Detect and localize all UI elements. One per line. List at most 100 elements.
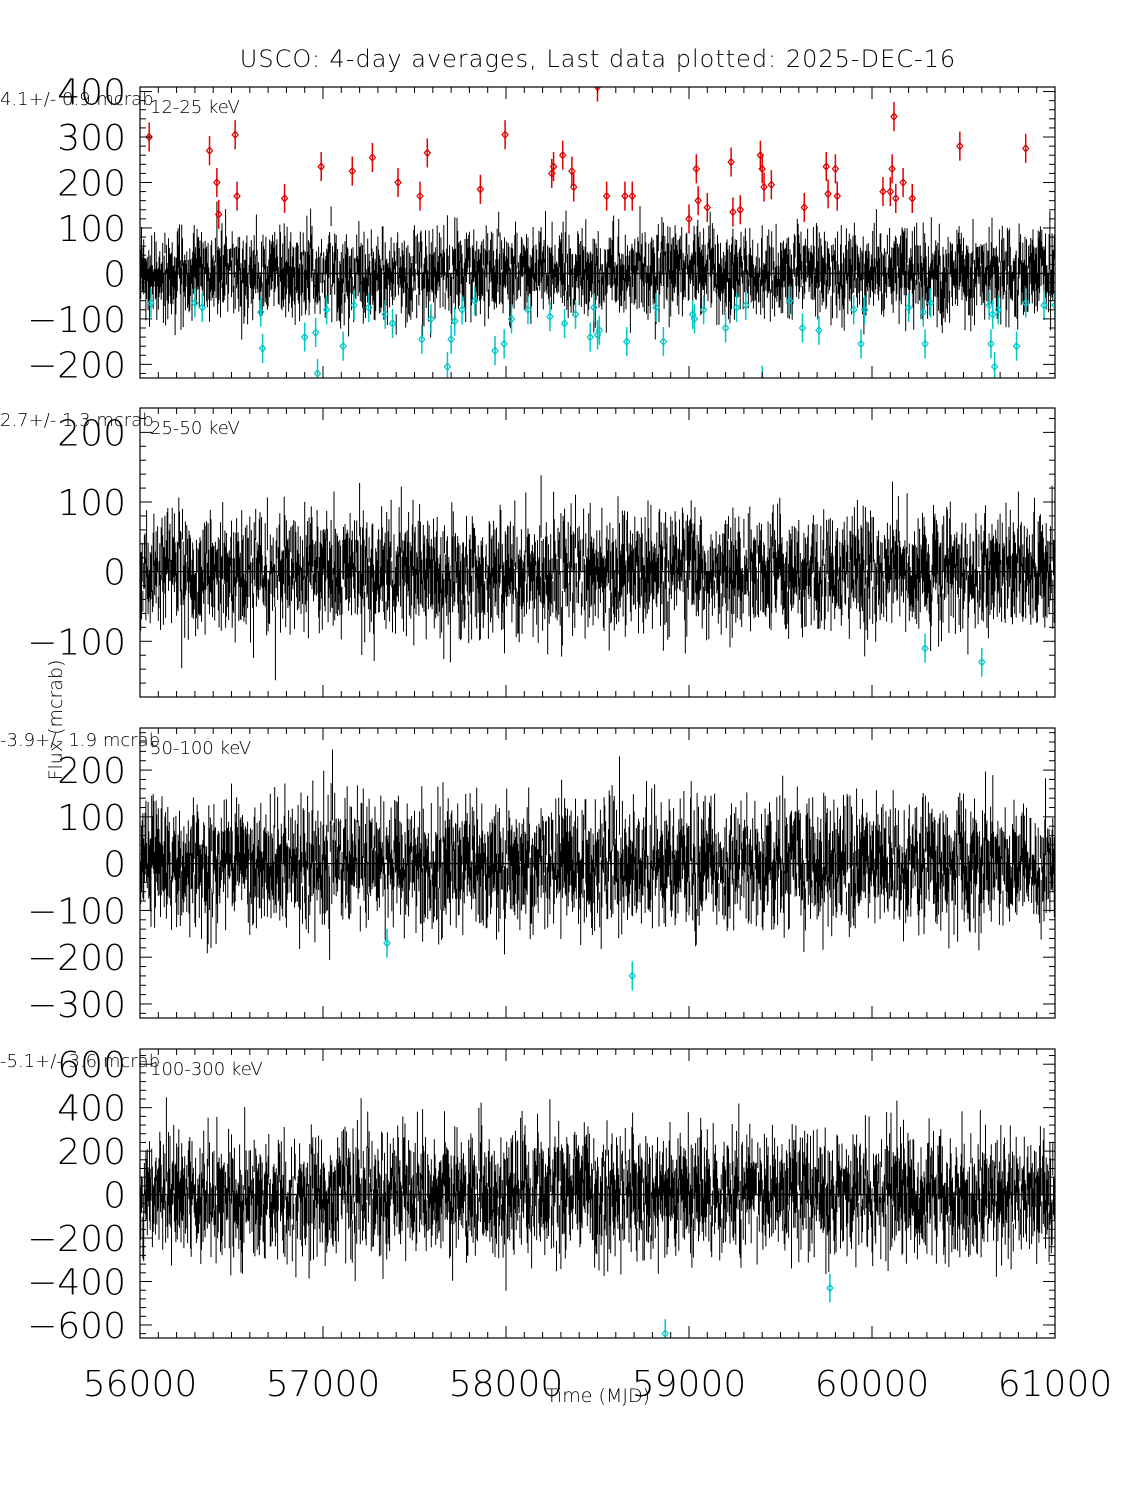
data-error-bars [140, 1097, 1055, 1291]
low-outlier-marker [491, 346, 499, 356]
band-label: 50-100 keV [150, 738, 251, 759]
high-outlier-marker [145, 132, 153, 142]
low-outlier-point-18 [447, 324, 455, 354]
high-outlier-point-39 [831, 154, 840, 184]
low-outlier-point-30 [590, 292, 598, 323]
low-outlier-point-14 [388, 308, 397, 338]
low-outlier-point-20 [458, 295, 466, 325]
chart-title: USCO: 4-day averages, Last data plotted:… [240, 45, 956, 73]
low-outlier-point-2 [826, 1273, 834, 1303]
low-outlier-point-52 [926, 288, 935, 318]
low-outlier-marker [690, 314, 699, 324]
x-tick-label: 59000 [632, 1364, 747, 1405]
mean-flux-label: -5.1+/- 3.6 mcrab [0, 1051, 160, 1072]
high-outlier-point-14 [476, 174, 485, 204]
low-outlier-marker [857, 339, 865, 349]
high-outlier-point-4 [214, 199, 223, 229]
y-tick-label: 400 [57, 1089, 126, 1130]
high-outlier-point-10 [368, 142, 377, 173]
band-label: 25-50 keV [150, 418, 240, 439]
low-outlier-marker [311, 328, 320, 337]
band-label: 12-25 keV [150, 97, 240, 118]
low-outlier-point-24 [507, 304, 516, 334]
high-outlier-marker [214, 209, 223, 219]
high-outlier-point-3 [213, 167, 221, 198]
high-outlier-point-31 [736, 195, 745, 225]
low-outlier-marker [699, 305, 708, 315]
low-outlier-marker [1012, 341, 1021, 351]
y-tick-label: −200 [27, 938, 126, 979]
low-outlier-marker [383, 938, 391, 948]
low-outlier-marker [388, 319, 397, 328]
low-outlier-point-29 [586, 322, 594, 352]
low-outlier-point-15 [418, 324, 426, 354]
low-outlier-point-8 [313, 358, 322, 378]
low-outlier-marker [500, 339, 508, 349]
high-outlier-point-32 [756, 140, 765, 170]
low-outlier-point-33 [622, 327, 631, 357]
high-outlier-marker [568, 166, 576, 176]
low-outlier-marker [447, 334, 455, 344]
low-outlier-point-38 [699, 295, 708, 325]
high-outlier-point-34 [760, 172, 768, 202]
y-tick-label: −400 [27, 1263, 126, 1304]
low-outlier-marker [849, 305, 858, 315]
high-outlier-point-2 [205, 136, 214, 166]
low-outlier-marker [919, 307, 928, 317]
low-outlier-point-41 [741, 290, 750, 320]
high-outlier-point-13 [423, 138, 432, 168]
high-outlier-marker [899, 178, 907, 187]
high-outlier-marker [317, 162, 325, 171]
high-outlier-point-28 [703, 192, 712, 223]
low-outlier-point-54 [987, 329, 995, 359]
low-outlier-marker [322, 305, 331, 315]
y-tick-label: 100 [57, 209, 126, 250]
y-tick-label: −300 [27, 985, 126, 1026]
data-error-bars [140, 201, 1055, 340]
low-outlier-point-17 [443, 352, 452, 378]
y-tick-label: 0 [103, 845, 126, 886]
high-outlier-point-49 [1021, 133, 1030, 163]
high-outlier-point-48 [956, 131, 964, 161]
low-outlier-point-1 [921, 633, 929, 663]
low-outlier-point-60 [1040, 290, 1048, 320]
low-outlier-marker [988, 309, 997, 319]
high-outlier-marker [758, 164, 766, 174]
low-outlier-point-26 [546, 302, 554, 332]
high-outlier-point-23 [621, 181, 629, 211]
high-outlier-marker [602, 191, 611, 201]
low-outlier-marker [364, 303, 373, 312]
low-outlier-point-1 [661, 1319, 670, 1338]
low-outlier-marker [987, 339, 995, 349]
high-outlier-marker [501, 130, 509, 140]
low-outlier-point-2 [628, 961, 637, 991]
low-outlier-point-43 [785, 286, 794, 316]
high-outlier-point-42 [886, 177, 895, 207]
y-tick-label: 0 [103, 254, 126, 295]
high-outlier-marker [1021, 143, 1030, 153]
low-outlier-point-28 [571, 299, 580, 329]
low-outlier-point-1 [383, 928, 391, 958]
data-error-bars [140, 749, 1055, 960]
high-outlier-point-33 [758, 154, 766, 184]
low-outlier-point-57 [994, 295, 1003, 325]
y-tick-label: 400 [57, 73, 126, 114]
y-tick-label: 100 [57, 483, 126, 524]
high-outlier-point-17 [549, 152, 558, 182]
low-outlier-point-48 [860, 295, 869, 325]
low-outlier-marker [921, 643, 929, 653]
high-outlier-point-5 [231, 120, 239, 150]
low-outlier-point-4 [256, 297, 265, 327]
y-tick-label: 200 [57, 751, 126, 792]
low-outlier-point-42 [760, 365, 765, 378]
high-outlier-point-43 [888, 154, 896, 184]
y-tick-label: −600 [27, 1306, 126, 1347]
high-outlier-marker [423, 148, 432, 158]
high-outlier-point-20 [569, 172, 578, 202]
low-outlier-point-6 [300, 322, 309, 352]
low-outlier-marker [826, 1283, 834, 1293]
low-outlier-point-13 [381, 299, 390, 329]
